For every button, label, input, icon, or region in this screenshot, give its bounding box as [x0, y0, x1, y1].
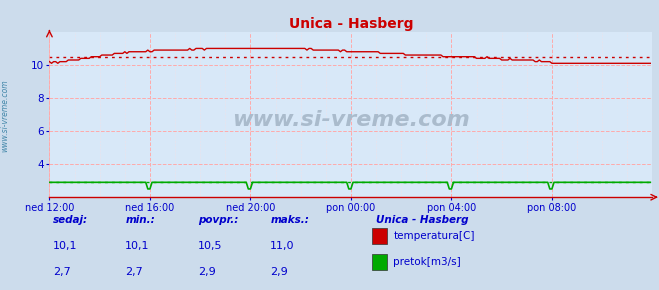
Text: 2,9: 2,9: [270, 267, 288, 277]
Text: min.:: min.:: [125, 215, 155, 224]
Text: 2,7: 2,7: [53, 267, 71, 277]
Text: 2,7: 2,7: [125, 267, 143, 277]
Text: www.si-vreme.com: www.si-vreme.com: [1, 80, 10, 152]
Text: sedaj:: sedaj:: [53, 215, 88, 224]
Text: 10,5: 10,5: [198, 241, 222, 251]
Text: 10,1: 10,1: [53, 241, 77, 251]
Text: maks.:: maks.:: [270, 215, 309, 224]
Text: temperatura[C]: temperatura[C]: [393, 231, 475, 241]
Text: www.si-vreme.com: www.si-vreme.com: [232, 110, 470, 130]
Text: 10,1: 10,1: [125, 241, 150, 251]
Text: 2,9: 2,9: [198, 267, 215, 277]
Text: 11,0: 11,0: [270, 241, 295, 251]
Text: povpr.:: povpr.:: [198, 215, 238, 224]
Text: Unica - Hasberg: Unica - Hasberg: [376, 215, 468, 224]
Title: Unica - Hasberg: Unica - Hasberg: [289, 17, 413, 31]
Text: pretok[m3/s]: pretok[m3/s]: [393, 258, 461, 267]
